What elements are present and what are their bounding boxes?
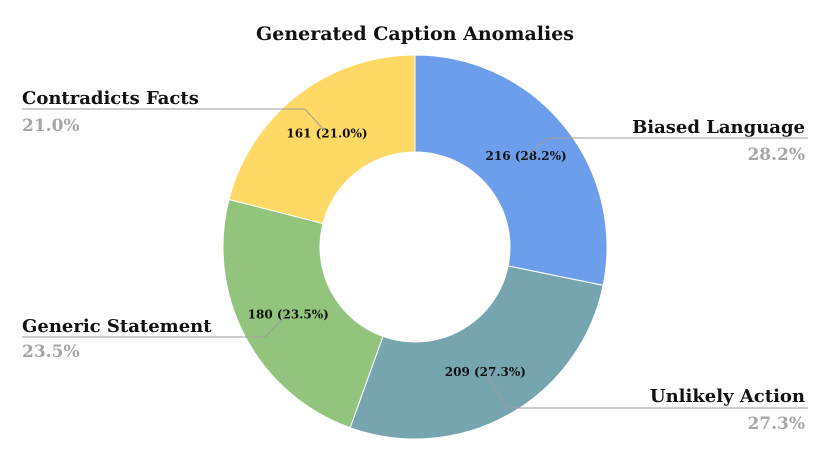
slice-value-label-unlikely-action: 209 (27.3%) bbox=[445, 365, 526, 379]
slice-unlikely-action bbox=[349, 265, 604, 440]
external-label-contradicts-facts: Contradicts Facts bbox=[22, 88, 199, 109]
external-percent-unlikely-action: 27.3% bbox=[747, 414, 805, 434]
external-label-biased-language: Biased Language bbox=[632, 117, 805, 138]
slice-contradicts-facts bbox=[228, 54, 416, 225]
slice-biased-language bbox=[414, 54, 608, 286]
external-label-unlikely-action: Unlikely Action bbox=[650, 386, 805, 407]
leader-line-unlikely-action bbox=[486, 374, 808, 409]
external-percent-biased-language: 28.2% bbox=[747, 145, 805, 165]
slices-group bbox=[222, 54, 608, 440]
slice-value-label-biased-language: 216 (28.2%) bbox=[486, 149, 567, 163]
labels-group: 216 (28.2%) Biased Language 28.2% 209 (27.3… bbox=[22, 88, 808, 434]
leader-line-biased-language bbox=[528, 137, 808, 155]
slice-value-label-contradicts-facts: 161 (21.0%) bbox=[286, 127, 367, 141]
slice-value-label-generic-statement: 180 (23.5%) bbox=[248, 307, 329, 321]
slice-generic-statement bbox=[222, 198, 384, 429]
chart-title: Generated Caption Anomalies bbox=[256, 23, 574, 45]
external-percent-contradicts-facts: 21.0% bbox=[22, 116, 80, 136]
external-percent-generic-statement: 23.5% bbox=[22, 342, 80, 362]
leader-line-generic-statement bbox=[22, 315, 286, 338]
external-label-generic-statement: Generic Statement bbox=[22, 316, 212, 337]
leader-line-contradicts-facts bbox=[22, 108, 326, 132]
